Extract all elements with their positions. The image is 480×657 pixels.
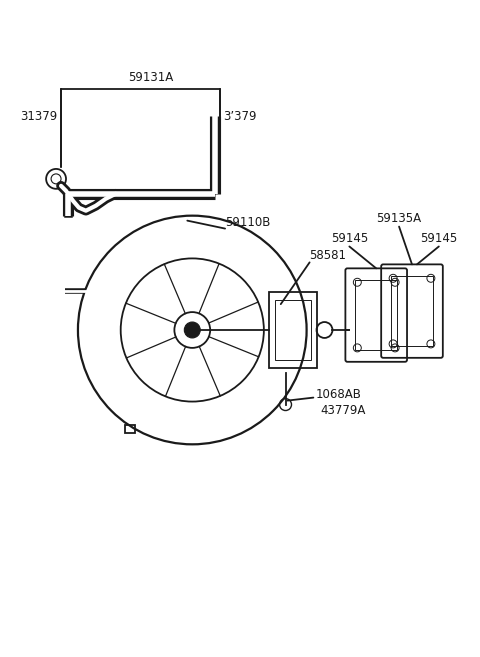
Text: 59145: 59145 bbox=[331, 232, 368, 245]
Bar bbox=[355, 281, 397, 350]
Text: 43779A: 43779A bbox=[320, 404, 366, 417]
Bar bbox=[125, 425, 135, 433]
Text: 58581: 58581 bbox=[310, 249, 347, 262]
Text: 59110B: 59110B bbox=[225, 216, 270, 229]
Bar bbox=[391, 277, 433, 346]
Text: 3’379: 3’379 bbox=[223, 110, 257, 123]
Text: 59135A: 59135A bbox=[376, 212, 421, 225]
Circle shape bbox=[184, 322, 200, 338]
Text: 59145: 59145 bbox=[420, 232, 457, 245]
Text: 31379: 31379 bbox=[21, 110, 58, 123]
Bar bbox=[269, 292, 316, 368]
Bar bbox=[275, 300, 311, 360]
Text: 1068AB: 1068AB bbox=[315, 388, 361, 401]
Text: 59131A: 59131A bbox=[128, 71, 173, 84]
